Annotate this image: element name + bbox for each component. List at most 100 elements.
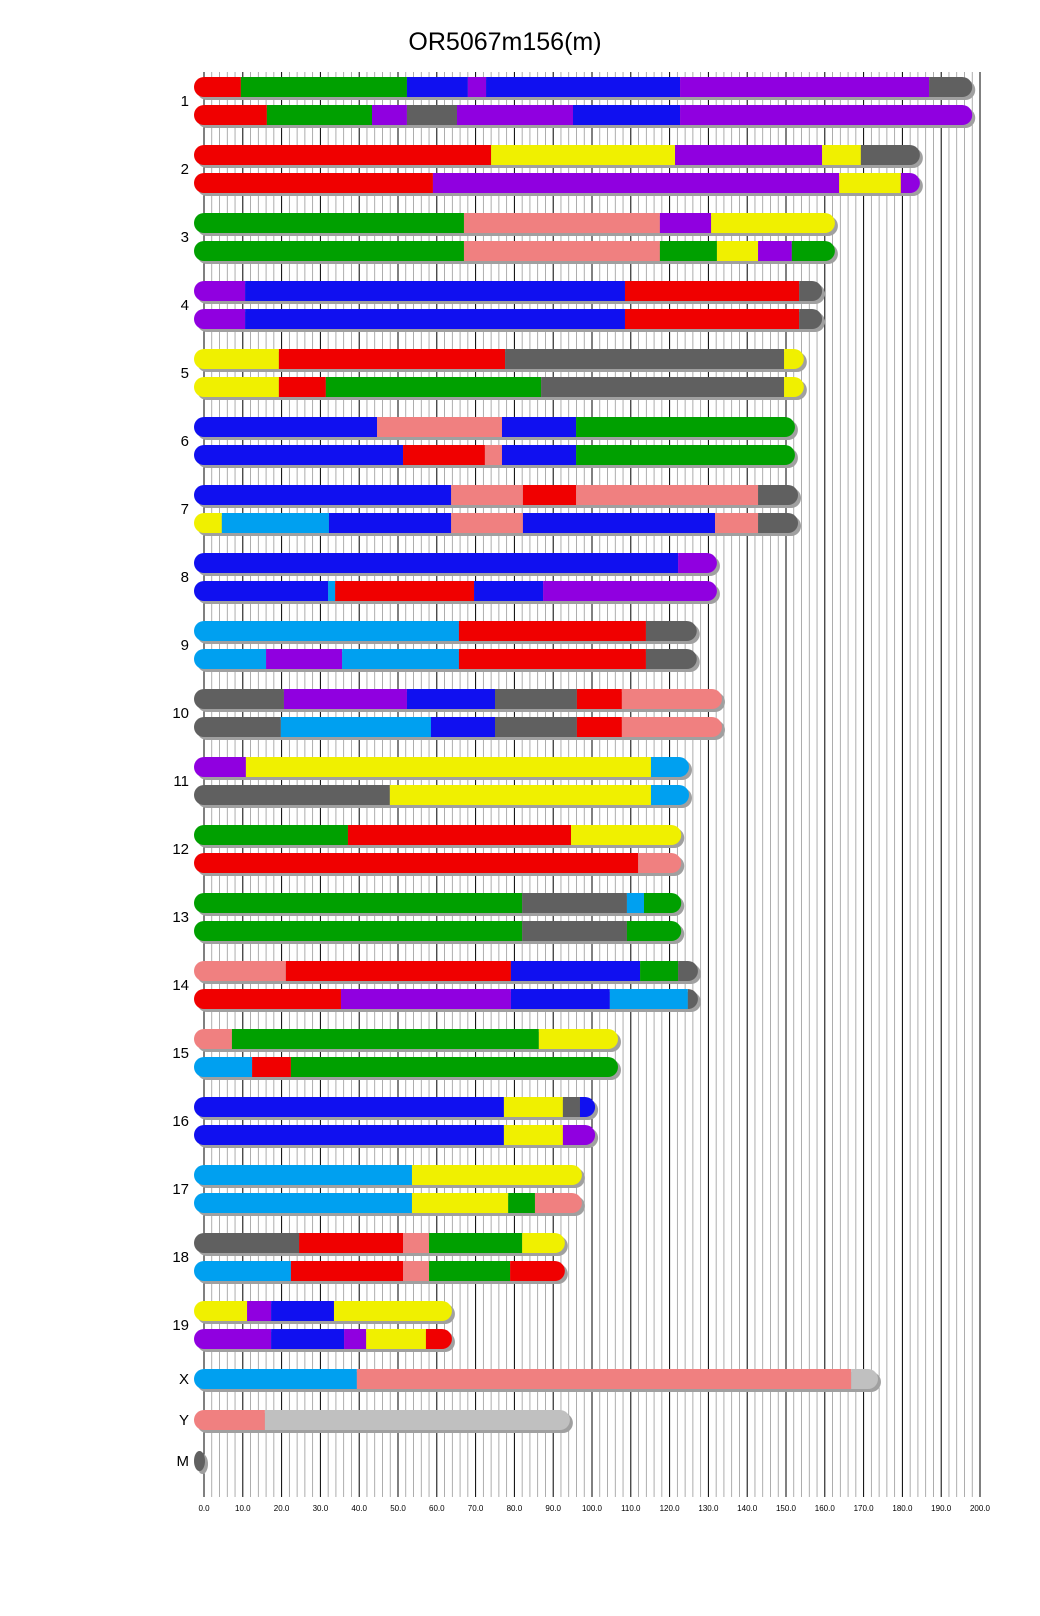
segments xyxy=(194,853,682,873)
segment-purple xyxy=(266,649,343,669)
segment-pink xyxy=(451,513,523,533)
segment-green xyxy=(194,893,523,913)
segments xyxy=(194,717,722,737)
x-tick-label: 40.0 xyxy=(351,1504,367,1513)
segment-gray xyxy=(860,145,920,165)
segments xyxy=(194,213,835,233)
segment-purple xyxy=(659,213,712,233)
segment-lightblue xyxy=(626,893,644,913)
segments xyxy=(194,1410,570,1430)
x-tick-label: 30.0 xyxy=(313,1504,329,1513)
segment-yellow xyxy=(784,349,804,369)
segment-gray xyxy=(929,77,973,97)
segment-red xyxy=(194,989,341,1009)
chromosome-3-haplotype-2 xyxy=(194,241,838,264)
segment-gray xyxy=(194,785,390,805)
x-tick-label: 110.0 xyxy=(621,1504,641,1513)
segment-yellow xyxy=(571,825,682,845)
chromosome-label: 17 xyxy=(172,1181,189,1198)
segment-green xyxy=(325,377,542,397)
segments xyxy=(194,1261,565,1281)
chromosome-18-haplotype-2 xyxy=(194,1261,568,1284)
segment-pink xyxy=(621,689,722,709)
chromosome-14-haplotype-2 xyxy=(194,989,701,1012)
segment-green xyxy=(643,893,682,913)
segments xyxy=(194,1329,452,1349)
x-tick-label: 70.0 xyxy=(468,1504,484,1513)
segment-blue xyxy=(474,581,544,601)
segment-blue xyxy=(406,77,468,97)
segment-yellow xyxy=(333,1301,452,1321)
segment-blue xyxy=(194,1125,504,1145)
segments xyxy=(194,417,795,437)
chromosome-label: 9 xyxy=(181,637,189,654)
segment-gray xyxy=(678,961,698,981)
segment-green xyxy=(576,445,795,465)
segment-gray xyxy=(541,377,785,397)
chromosome-label: 19 xyxy=(172,1317,189,1334)
segment-purple xyxy=(247,1301,272,1321)
chromosome-Y-haplotype-1 xyxy=(194,1410,573,1433)
segment-gray xyxy=(495,717,577,737)
segments xyxy=(194,105,973,125)
segments xyxy=(194,1233,565,1253)
segment-blue xyxy=(194,417,378,437)
segment-gray xyxy=(522,893,627,913)
segment-gray xyxy=(687,989,698,1009)
chromosome-X-haplotype-1 xyxy=(194,1369,881,1392)
segment-gray xyxy=(194,717,281,737)
segment-purple xyxy=(900,173,920,193)
chromosome-label: 7 xyxy=(181,501,189,518)
segment-red xyxy=(624,281,800,301)
segment-purple xyxy=(467,77,487,97)
chromosome-16-haplotype-1 xyxy=(194,1097,599,1120)
segment-green xyxy=(429,1233,523,1253)
segment-blue xyxy=(328,513,452,533)
segment-lightblue xyxy=(194,1261,291,1281)
segment-yellow xyxy=(194,513,222,533)
segment-yellow xyxy=(784,377,804,397)
chromosome-11-haplotype-2 xyxy=(194,785,692,808)
segment-red xyxy=(194,77,241,97)
segment-red xyxy=(458,649,646,669)
segment-green xyxy=(266,105,373,125)
segment-purple xyxy=(543,581,717,601)
segment-blue xyxy=(271,1301,334,1321)
chromosome-1-haplotype-2 xyxy=(194,105,976,128)
segments xyxy=(194,309,823,329)
segment-yellow xyxy=(491,145,676,165)
segment-lightblue xyxy=(650,785,689,805)
segment-blue xyxy=(510,989,610,1009)
segment-green xyxy=(290,1057,618,1077)
segments xyxy=(194,989,698,1009)
segments xyxy=(194,1029,618,1049)
segments xyxy=(194,893,682,913)
segment-yellow xyxy=(839,173,901,193)
segments xyxy=(194,785,689,805)
chromosome-label: 11 xyxy=(173,773,189,790)
chromosome-19-haplotype-1 xyxy=(194,1301,455,1324)
segment-red xyxy=(510,1261,565,1281)
segments xyxy=(194,689,722,709)
segment-red xyxy=(285,961,511,981)
segment-lightblue xyxy=(328,581,336,601)
x-tick-label: 140.0 xyxy=(737,1504,758,1513)
chromosome-label: 4 xyxy=(181,297,189,314)
segment-yellow xyxy=(194,1301,248,1321)
segment-blue xyxy=(271,1329,345,1349)
segment-purple xyxy=(194,1329,272,1349)
chromosome-4-haplotype-2 xyxy=(194,309,826,332)
segment-blue xyxy=(510,961,641,981)
segment-yellow xyxy=(411,1193,509,1213)
segment-pink xyxy=(576,485,759,505)
segment-gray xyxy=(522,921,627,941)
chromosome-label: 2 xyxy=(181,161,189,178)
segment-yellow xyxy=(522,1233,565,1253)
chromosome-label: 18 xyxy=(172,1249,189,1266)
segment-pink xyxy=(403,1233,430,1253)
segment-gray xyxy=(194,689,284,709)
segments xyxy=(194,281,823,301)
chromosome-12-haplotype-2 xyxy=(194,853,685,876)
segment-gray xyxy=(562,1097,580,1117)
